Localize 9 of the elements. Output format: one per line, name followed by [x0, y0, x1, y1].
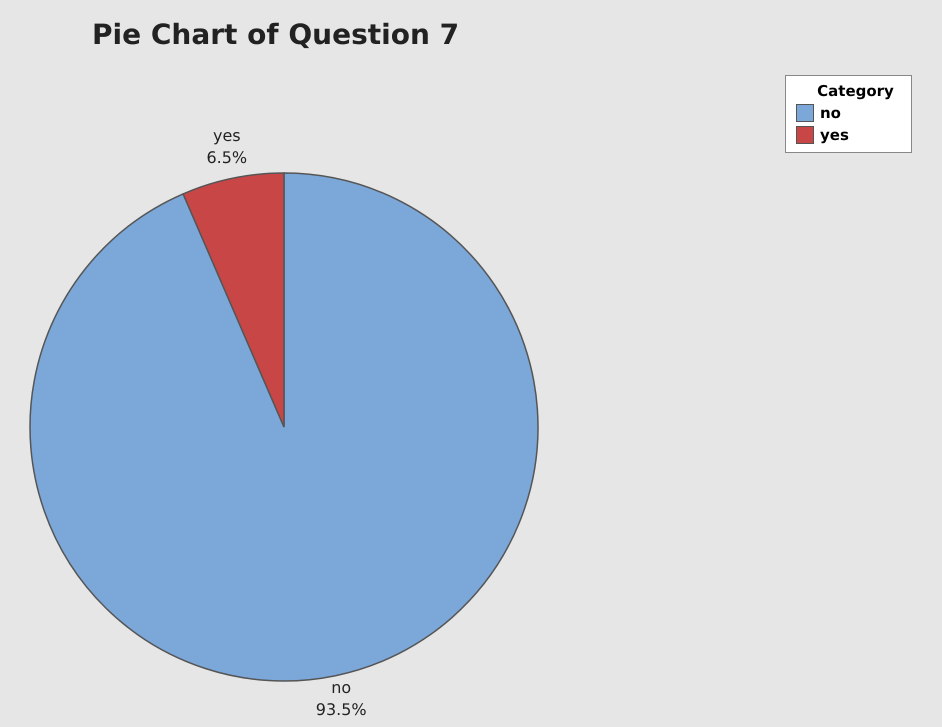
legend-title: Category [816, 82, 895, 100]
slice-label: yes [212, 126, 241, 145]
chart-title: Pie Chart of Question 7 [92, 18, 460, 51]
legend-label: yes [820, 126, 849, 144]
pie-slice [29, 172, 539, 682]
data-label: 93.5% [316, 700, 367, 720]
slice-label: no [331, 678, 352, 698]
legend-label: no [820, 104, 841, 122]
data-label: 6.5% [206, 148, 248, 167]
